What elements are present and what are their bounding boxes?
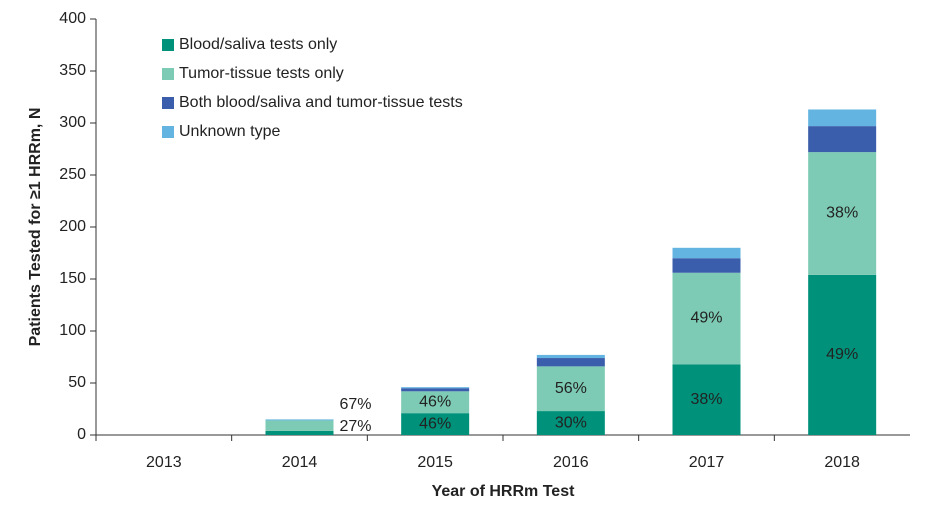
bar-segment	[265, 430, 334, 435]
bar-segment	[672, 247, 741, 259]
share-label: 67%	[339, 396, 371, 413]
bar-segment	[672, 364, 741, 435]
legend-swatch	[162, 97, 174, 109]
share-label: 38%	[826, 205, 858, 222]
y-tick-label: 350	[59, 62, 86, 79]
share-label: 46%	[419, 393, 451, 410]
x-tick-label: 2017	[689, 454, 725, 471]
y-tick-label: 250	[59, 166, 86, 183]
share-label: 30%	[555, 414, 587, 431]
legend-swatch	[162, 39, 174, 51]
y-tick-label: 0	[77, 426, 86, 443]
bar-segment	[536, 411, 605, 435]
share-label: 27%	[339, 418, 371, 435]
bar-segment	[401, 387, 470, 389]
legend-swatch	[162, 126, 174, 138]
y-tick-label: 200	[59, 218, 86, 235]
legend-label: Tumor-tissue tests only	[179, 65, 344, 82]
bar-segment	[808, 109, 877, 127]
share-label: 56%	[555, 380, 587, 397]
legend-label: Blood/saliva tests only	[179, 36, 337, 53]
y-tick-label: 150	[59, 270, 86, 287]
bar-segment	[401, 413, 470, 435]
bar-segment	[808, 274, 877, 435]
bar-segment	[265, 420, 334, 431]
bar-segment	[672, 258, 741, 273]
share-label: 46%	[419, 415, 451, 432]
x-tick-label: 2014	[282, 454, 318, 471]
bar-segment	[672, 272, 741, 365]
y-tick-label: 400	[59, 10, 86, 27]
share-label: 49%	[826, 346, 858, 363]
y-tick-label: 100	[59, 322, 86, 339]
bar-segment	[536, 366, 605, 412]
bar-segment	[536, 354, 605, 359]
legend-label: Both blood/saliva and tumor-tissue tests	[179, 94, 463, 111]
legend-swatch	[162, 68, 174, 80]
legend-label: Unknown type	[179, 123, 280, 140]
x-axis-title: Year of HRRm Test	[432, 483, 576, 500]
y-axis-title: Patients Tested for ≥1 HRRm, N	[27, 108, 44, 347]
x-tick-label: 2015	[417, 454, 453, 471]
bar-segment	[808, 152, 877, 275]
x-tick-label: 2016	[553, 454, 589, 471]
share-label: 49%	[690, 310, 722, 327]
bar-segment	[265, 419, 334, 421]
bar-segment	[536, 358, 605, 367]
x-tick-label: 2018	[824, 454, 860, 471]
x-tick-label: 2013	[146, 454, 182, 471]
y-tick-label: 300	[59, 114, 86, 131]
share-label: 38%	[690, 391, 722, 408]
y-tick-label: 50	[68, 374, 86, 391]
bar-segment	[808, 126, 877, 153]
bar-segment	[401, 391, 470, 414]
bar-segment	[401, 388, 470, 392]
